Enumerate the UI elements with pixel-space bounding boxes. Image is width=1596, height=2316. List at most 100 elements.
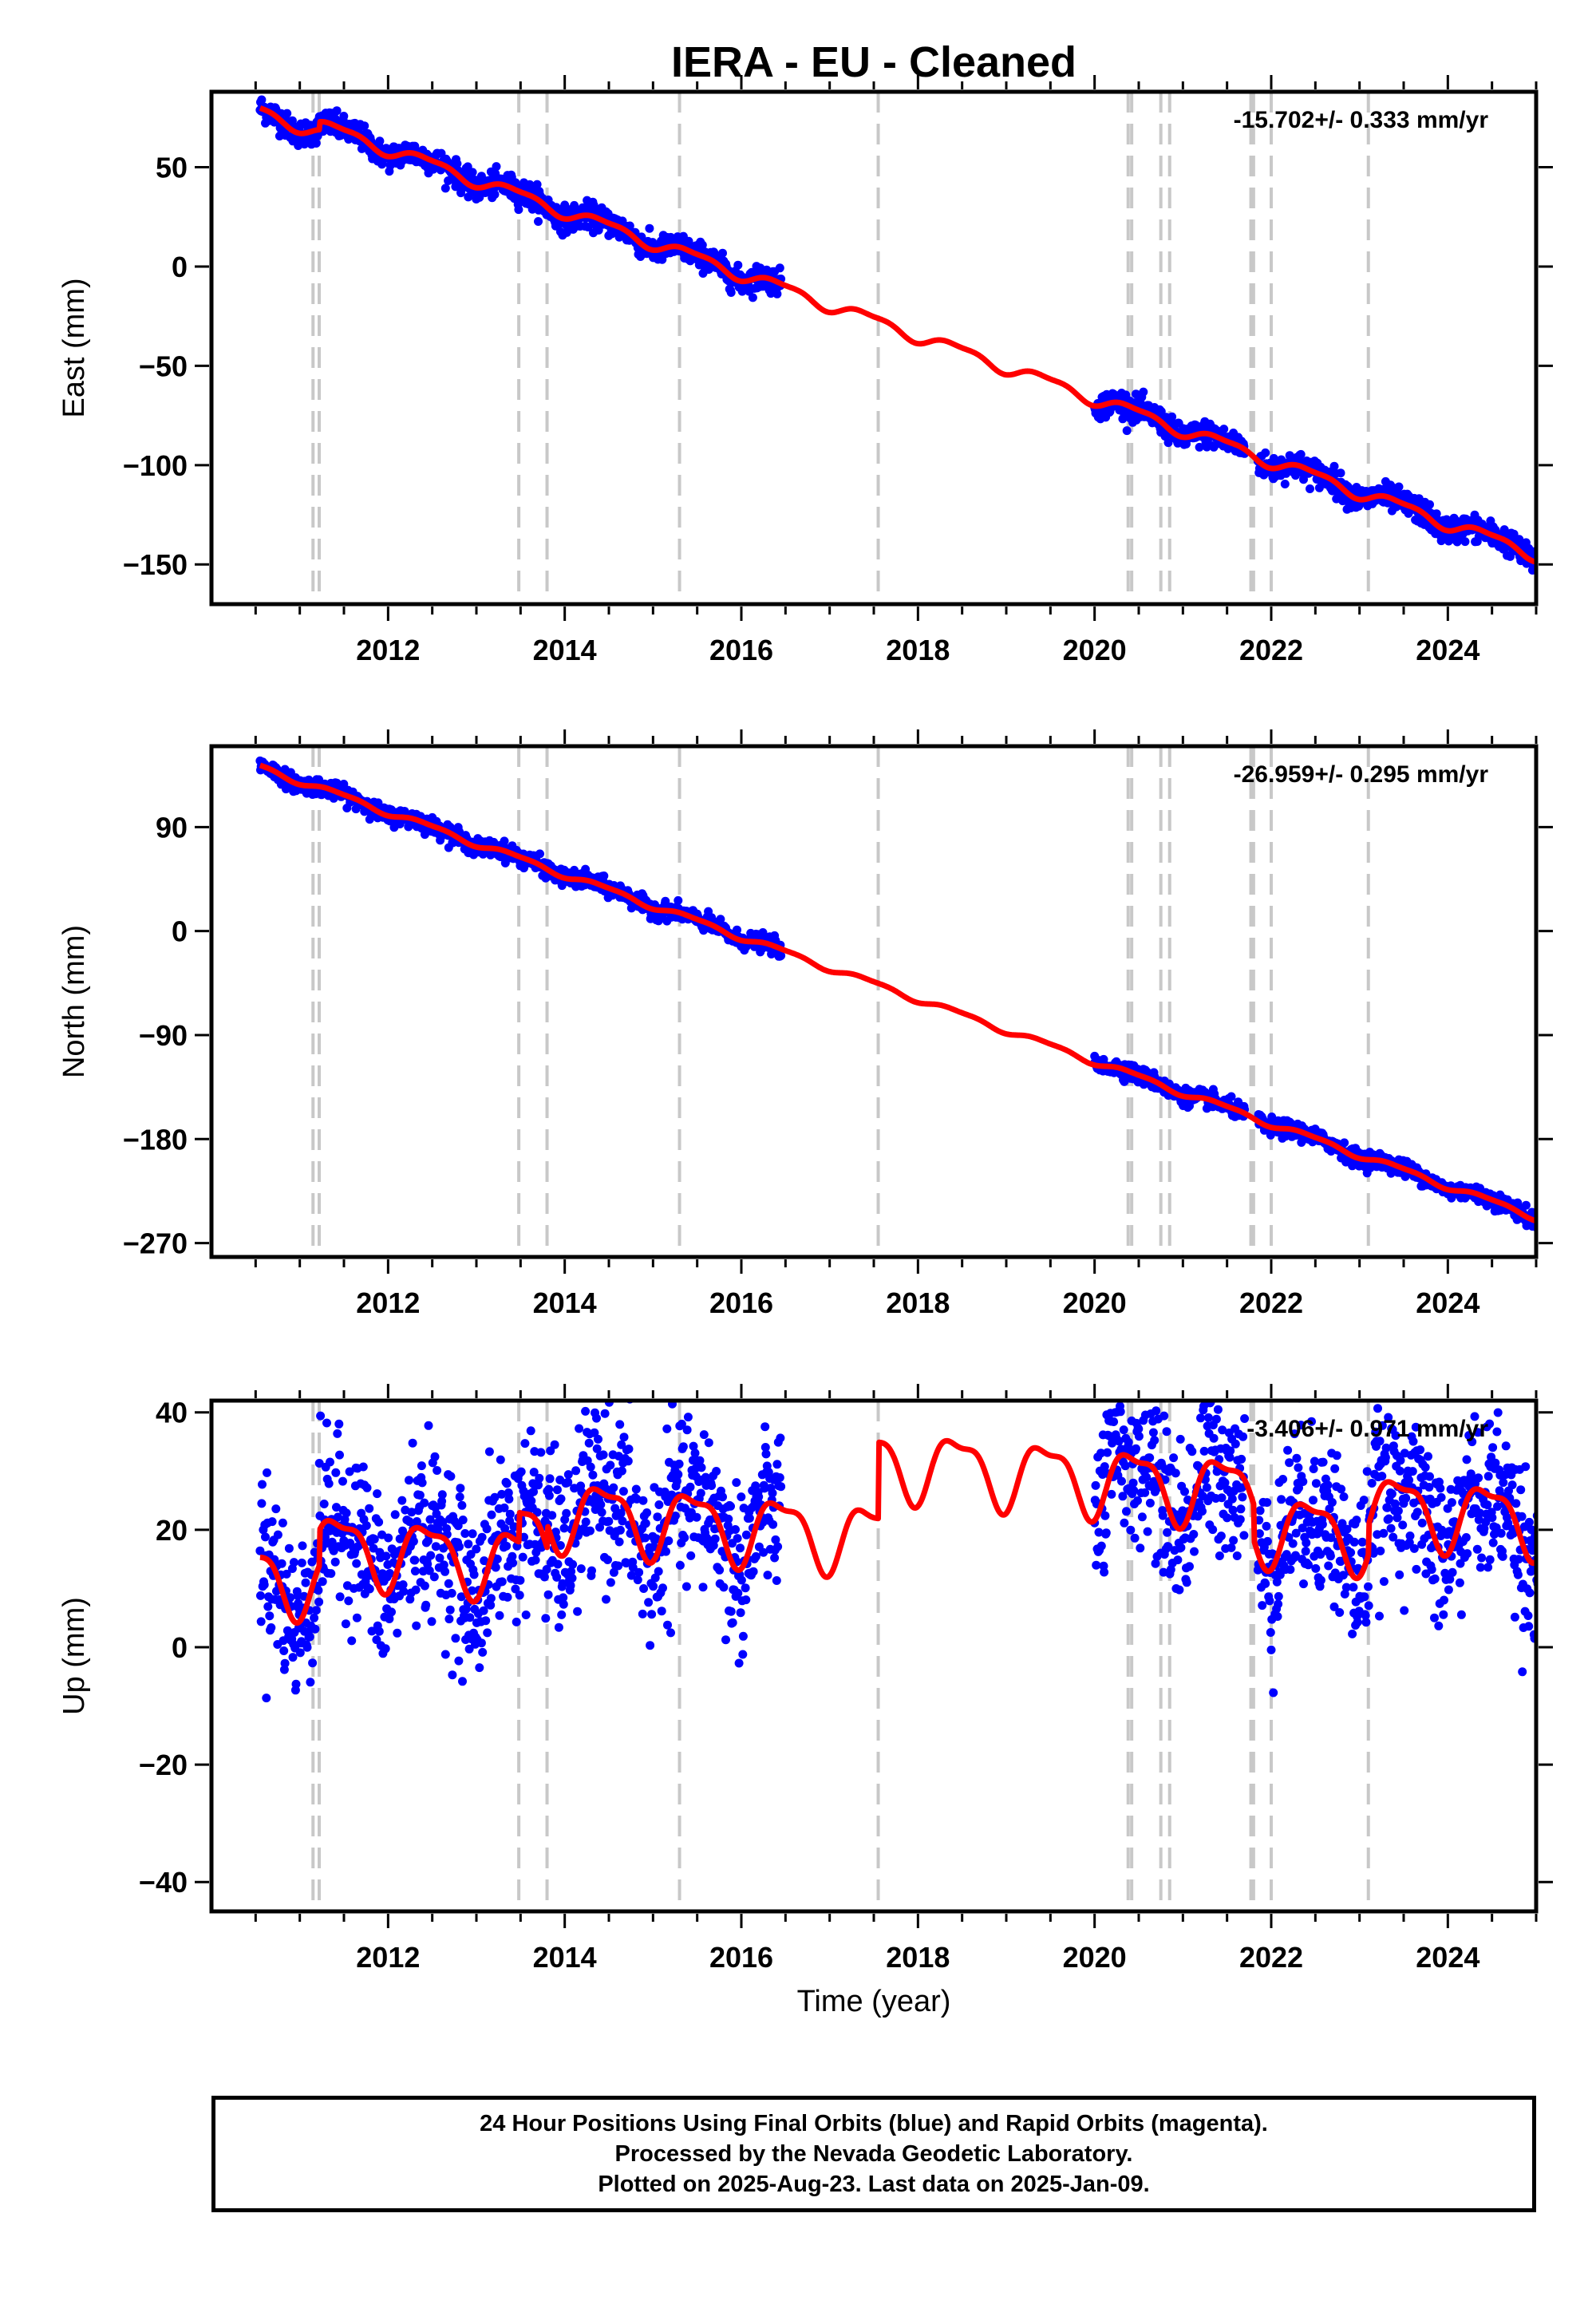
data-point — [767, 1352, 776, 1361]
data-point — [770, 1553, 780, 1563]
y-tick-label: 0 — [172, 915, 188, 948]
y-axis-label: North (mm) — [57, 925, 91, 1078]
data-point — [550, 1440, 559, 1449]
data-point — [581, 1406, 591, 1416]
data-point — [1130, 1533, 1140, 1543]
data-point — [587, 1566, 596, 1575]
y-tick-label: −90 — [139, 1019, 188, 1052]
data-point — [732, 1478, 741, 1488]
data-point — [468, 1529, 477, 1539]
data-point — [559, 1524, 569, 1533]
data-point — [624, 1445, 634, 1454]
data-point — [592, 1413, 601, 1423]
data-point — [556, 1494, 566, 1504]
data-point — [604, 1516, 614, 1526]
data-point — [446, 1472, 456, 1481]
data-point — [365, 1504, 374, 1513]
data-point — [410, 1555, 420, 1565]
data-point — [1129, 1486, 1139, 1496]
data-point — [600, 1409, 610, 1418]
data-point — [338, 1476, 347, 1486]
data-point — [1134, 1432, 1144, 1441]
data-point — [532, 180, 542, 189]
data-point — [381, 1551, 391, 1561]
data-point — [284, 1543, 294, 1553]
data-point — [497, 1577, 507, 1587]
data-point — [314, 1597, 324, 1607]
chart-title: IERA - EU - Cleaned — [671, 38, 1077, 86]
data-point — [728, 1618, 737, 1627]
data-point — [718, 248, 727, 258]
data-point — [639, 1584, 649, 1593]
data-point — [741, 1583, 750, 1593]
data-point — [675, 1560, 685, 1570]
data-point — [682, 1425, 692, 1435]
data-point — [1156, 1379, 1165, 1388]
east-panel: 2012 2014 2016 2018 2020 2022 2024500−50−100−1… — [57, 75, 1553, 666]
data-point — [541, 1614, 551, 1623]
data-point — [633, 1575, 642, 1585]
data-point — [772, 1576, 781, 1585]
data-point — [654, 1500, 664, 1509]
y-tick-label: −50 — [139, 350, 188, 382]
data-point — [680, 1533, 689, 1543]
data-point — [496, 1455, 505, 1464]
data-point — [603, 1555, 612, 1564]
data-point — [311, 1606, 321, 1615]
data-point — [362, 1483, 372, 1492]
data-point — [531, 1555, 540, 1565]
data-point — [278, 1518, 287, 1528]
data-point — [455, 1542, 464, 1551]
model-line — [258, 762, 1536, 1224]
data-point — [646, 1641, 655, 1650]
data-point — [1128, 1478, 1138, 1488]
data-point — [1136, 1361, 1144, 1369]
data-point — [1120, 1461, 1130, 1471]
data-point — [431, 1542, 440, 1551]
data-point — [1139, 387, 1148, 397]
data-point — [483, 1628, 492, 1638]
data-point — [1142, 1472, 1152, 1482]
data-point — [265, 1611, 275, 1621]
data-point — [365, 1584, 374, 1594]
data-point — [663, 1620, 672, 1630]
data-point — [571, 1466, 581, 1476]
data-point — [557, 1610, 567, 1619]
data-point — [662, 1547, 670, 1556]
data-point — [559, 1599, 568, 1609]
data-point — [760, 1422, 770, 1432]
data-point — [1109, 1417, 1119, 1426]
data-point — [445, 1605, 455, 1614]
data-point — [1136, 1543, 1145, 1553]
data-point — [1521, 1200, 1531, 1210]
data-point — [492, 162, 501, 172]
data-point — [683, 1413, 693, 1422]
data-point — [615, 1525, 625, 1535]
data-point — [737, 1492, 746, 1502]
data-point — [297, 1558, 306, 1567]
data-point — [1176, 1543, 1186, 1552]
data-point — [424, 1421, 433, 1430]
data-point — [1122, 1507, 1131, 1516]
data-point — [773, 1542, 783, 1551]
data-point — [674, 1459, 684, 1468]
data-point — [1126, 1525, 1136, 1535]
data-point — [1119, 1425, 1128, 1435]
data-point — [596, 1500, 606, 1509]
data-point — [664, 1536, 674, 1546]
data-point — [1227, 1092, 1236, 1101]
x-tick-label: 2020 — [1063, 1286, 1127, 1319]
data-point — [319, 1500, 329, 1508]
north-panel: 2012 2014 2016 2018 2020 2022 2024900−90−180−2… — [57, 729, 1553, 1319]
data-point — [1148, 1428, 1158, 1437]
data-point — [697, 1463, 706, 1472]
data-point — [454, 1656, 464, 1666]
data-point — [768, 1488, 777, 1498]
data-point — [545, 1474, 555, 1484]
data-point — [1185, 1562, 1194, 1571]
data-point — [721, 1635, 730, 1645]
data-point — [457, 1500, 467, 1510]
data-point — [267, 1623, 276, 1632]
data-point — [512, 1617, 521, 1626]
data-point — [547, 1511, 557, 1520]
